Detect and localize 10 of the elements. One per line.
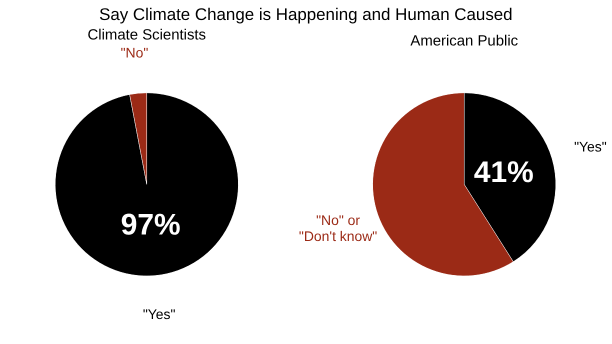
- slice-label: "No" or "Don't know": [298, 212, 378, 244]
- pie-slice: [55, 92, 239, 276]
- slice-label: "No": [120, 44, 148, 61]
- slice-label: "Yes": [142, 306, 176, 322]
- chart-subtitle: American Public: [410, 32, 519, 50]
- chart-subtitle: Climate Scientists: [88, 26, 206, 44]
- data-label: 97%: [120, 208, 181, 242]
- slice-label: "Yes": [574, 138, 607, 155]
- text: Say Climate Change is Happening and Human Caused: [99, 4, 513, 24]
- data-label: 41%: [474, 156, 534, 189]
